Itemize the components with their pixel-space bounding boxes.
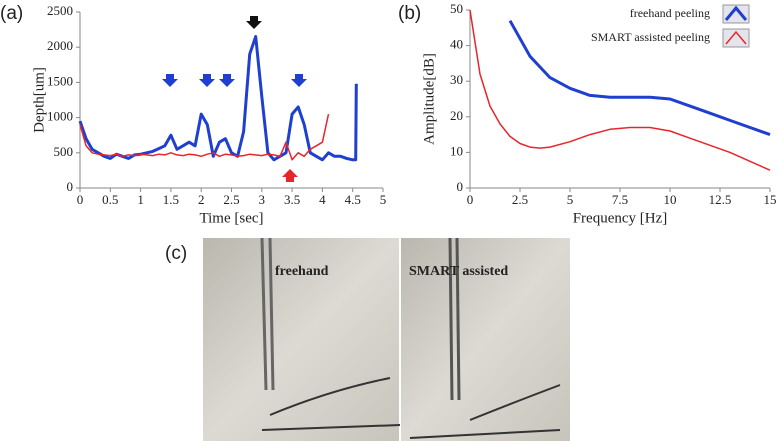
x-tick-label: 4 (319, 192, 326, 207)
panel-label: (a) (0, 3, 23, 24)
y-tick-label: 30 (450, 72, 463, 87)
y-tick-label: 500 (54, 144, 74, 159)
x-axis-label: Time [sec] (199, 210, 263, 226)
x-tick-label: 7.5 (612, 192, 628, 207)
legend-swatch-box (722, 4, 750, 24)
x-tick-label: 0 (467, 192, 474, 207)
series-line (79, 113, 330, 161)
x-tick-label: 0 (77, 192, 84, 207)
panel-label: (c) (165, 243, 187, 264)
legend-label: SMART assisted peeling (591, 30, 710, 44)
x-tick-label: 0.5 (102, 192, 118, 207)
x-tick-label: 2 (198, 192, 205, 207)
legend-label: freehand peeling (630, 6, 710, 20)
x-tick-label: 2.5 (223, 192, 239, 207)
series-line (469, 9, 771, 171)
legend-swatch (725, 30, 747, 45)
x-tick-label: 5 (567, 192, 574, 207)
y-tick-label: 2500 (47, 3, 73, 18)
x-tick-label: 15 (764, 192, 777, 207)
y-tick-label: 20 (450, 108, 463, 123)
y-tick-label: 0 (457, 179, 464, 194)
x-tick-label: 1.5 (163, 192, 179, 207)
photo-panel: freehand SMART assisted (203, 237, 570, 441)
y-axis-label: Amplitude[dB] (421, 53, 437, 145)
x-tick-label: 10 (664, 192, 677, 207)
y-tick-label: 1500 (47, 73, 73, 88)
series-line (78, 35, 358, 162)
x-axis-label: Frequency [Hz] (573, 210, 668, 226)
legend-swatch-box (722, 28, 750, 48)
y-tick-label: 40 (450, 37, 463, 52)
x-tick-label: 5 (380, 192, 387, 207)
y-axis-label: Depth[um] (31, 67, 47, 133)
y-tick-label: 2000 (47, 38, 73, 53)
legend-swatch (724, 5, 748, 21)
x-tick-label: 1 (137, 192, 144, 207)
y-tick-label: 1000 (47, 109, 73, 124)
x-tick-label: 3.5 (284, 192, 300, 207)
x-tick-label: 3 (259, 192, 266, 207)
series-line (508, 19, 771, 137)
x-tick-label: 12.5 (709, 192, 732, 207)
y-tick-label: 10 (450, 143, 463, 158)
photo-label: SMART assisted (409, 264, 508, 279)
photo-label: freehand (275, 264, 329, 279)
x-tick-label: 4.5 (345, 192, 361, 207)
y-tick-label: 50 (450, 1, 463, 16)
annotation-arrows (162, 16, 307, 182)
x-tick-label: 2.5 (512, 192, 528, 207)
y-tick-label: 0 (67, 179, 74, 194)
panel-label: (b) (398, 3, 421, 24)
